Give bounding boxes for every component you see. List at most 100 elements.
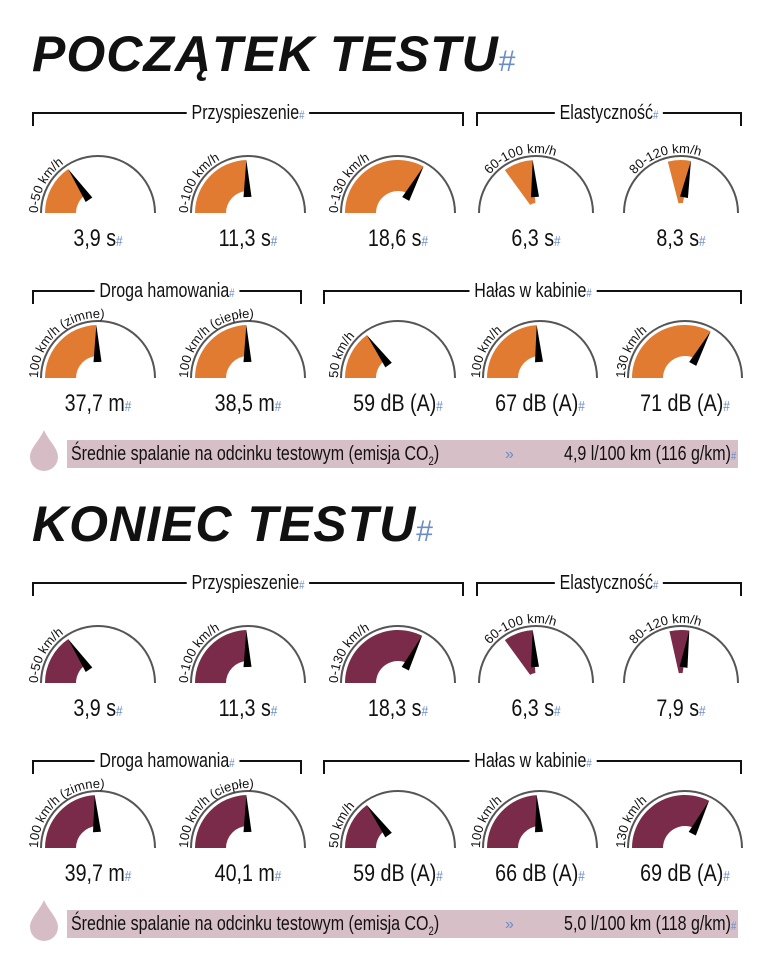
section-title: KONIEC TESTU: [32, 494, 434, 562]
gauge-value: 11,3 s: [187, 696, 310, 725]
fuel-label-text: Średnie spalanie na odcinku testowym (em…: [71, 913, 429, 935]
gauge: 0-130 km/h 18,6 s: [323, 138, 473, 252]
gauge-fill: [504, 160, 536, 205]
gauge-needle: [93, 795, 101, 833]
gauge-value: 18,3 s: [337, 696, 460, 725]
fuel-label-close: ): [433, 913, 440, 935]
gauge-arc: [190, 155, 306, 214]
fuel-label-subscript: 2: [428, 454, 434, 468]
gauge-dial: 100 km/h: [468, 320, 598, 379]
group-bracket-acceleration: Przyspieszenie: [32, 102, 464, 126]
gauge-arc: [478, 155, 594, 214]
gauge: 50 km/h 59 dB (A): [323, 303, 473, 417]
group-bracket-elasticity: Elastyczność: [476, 572, 742, 596]
gauge-value: 18,6 s: [337, 226, 460, 255]
gauge-dial: 0-130 km/h: [326, 620, 456, 684]
fuel-value: 5,0 l/100 km (118 g/km): [564, 911, 736, 939]
group-label: Elastyczność: [554, 102, 664, 126]
fuel-consumption: Średnie spalanie na odcinku testowym (em…: [24, 428, 744, 472]
gauge-value: 40,1 m: [187, 861, 310, 890]
gauge-value: 69 dB (A): [624, 861, 747, 890]
gauge: 100 km/h 67 dB (A): [465, 303, 615, 417]
gauge-fill: [195, 795, 248, 848]
test-section: POCZĄTEK TESTU Przyspieszenie Elastyczność…: [0, 0, 766, 480]
gauge-needle: [531, 160, 539, 198]
gauge-needle: [68, 169, 93, 203]
gauge-needle: [402, 166, 424, 201]
gauge: 0-100 km/h 11,3 s: [173, 138, 323, 252]
gauge: 100 km/h (zimne) 39,7 m: [23, 773, 173, 887]
gauge-needle: [688, 800, 710, 836]
gauge: 60-100 km/h 6,3 s: [461, 608, 611, 722]
gauge-value: 11,3 s: [187, 226, 310, 255]
gauge-arc: [482, 790, 598, 849]
tab-marker-icon: »: [505, 916, 514, 933]
gauge-fill: [345, 335, 386, 378]
gauge: 50 km/h 59 dB (A): [323, 773, 473, 887]
gauge-fill: [632, 325, 711, 378]
gauge-value: 8,3 s: [620, 226, 743, 255]
gauge: 0-130 km/h 18,3 s: [323, 608, 473, 722]
group-label: Elastyczność: [554, 572, 664, 596]
gauge: 0-50 km/h 3,9 s: [23, 138, 173, 252]
gauge-needle: [679, 630, 690, 668]
section-title: POCZĄTEK TESTU: [32, 24, 516, 92]
gauge-dial: 100 km/h (ciepłe): [176, 776, 306, 849]
gauge: 100 km/h (ciepłe) 40,1 m: [173, 773, 323, 887]
gauge-arc: [340, 320, 456, 379]
gauge-arc: [190, 625, 306, 684]
fuel-bar: Średnie spalanie na odcinku testowym (em…: [67, 440, 738, 468]
gauge-arc: [190, 320, 306, 379]
group-bracket-noise: Hałas w kabinie: [323, 280, 742, 304]
gauge-dial: 0-50 km/h: [26, 154, 156, 213]
gauge-fill: [345, 805, 386, 848]
drop-icon: [30, 430, 58, 471]
gauge-value: 3,9 s: [37, 696, 160, 725]
gauge: 100 km/h (zimne) 37,7 m: [23, 303, 173, 417]
group-label: Droga hamowania: [94, 750, 240, 774]
gauge: 130 km/h 69 dB (A): [610, 773, 760, 887]
gauge-needle: [243, 325, 252, 363]
gauge-arc: [627, 790, 743, 849]
gauge-fill: [669, 630, 690, 674]
gauge-arc: [340, 625, 456, 684]
gauge-needle: [68, 639, 93, 673]
gauge-arc: [482, 320, 598, 379]
gauge-dial: 60-100 km/h: [478, 611, 594, 684]
group-bracket-braking: Droga hamowania: [32, 280, 302, 304]
gauge: 100 km/h (ciepłe) 38,5 m: [173, 303, 323, 417]
gauge-value: 38,5 m: [187, 391, 310, 420]
group-bracket-braking: Droga hamowania: [32, 750, 302, 774]
gauge-value: 6,3 s: [475, 696, 598, 725]
gauge-needle: [401, 635, 423, 671]
drop-icon: [30, 900, 58, 941]
gauge-value: 39,7 m: [37, 861, 160, 890]
fuel-label-subscript: 2: [428, 924, 434, 938]
gauge-arc: [627, 320, 743, 379]
gauge-dial: 100 km/h (zimne): [26, 306, 156, 378]
gauge-arc: [190, 790, 306, 849]
group-bracket-elasticity: Elastyczność: [476, 102, 742, 126]
gauge-arc: [623, 155, 739, 214]
gauge-fill: [45, 325, 98, 378]
gauge-fill: [504, 630, 536, 675]
gauge: 0-50 km/h 3,9 s: [23, 608, 173, 722]
gauge: 80-120 km/h 8,3 s: [606, 138, 756, 252]
gauge-dial: 80-120 km/h: [623, 611, 739, 684]
gauge: 80-120 km/h 7,9 s: [606, 608, 756, 722]
fuel-label: Średnie spalanie na odcinku testowym (em…: [71, 441, 439, 474]
gauge-fill: [667, 160, 691, 204]
fuel-bar: Średnie spalanie na odcinku testowym (em…: [67, 910, 738, 938]
gauge-needle: [243, 795, 252, 833]
gauge: 130 km/h 71 dB (A): [610, 303, 760, 417]
gauge-needle: [689, 331, 711, 366]
gauge-fill: [487, 325, 539, 378]
gauge-arc: [340, 155, 456, 214]
gauge-value: 66 dB (A): [479, 861, 602, 890]
group-label: Hałas w kabinie: [468, 750, 597, 774]
gauge-dial: 0-50 km/h: [26, 624, 156, 683]
group-bracket-noise: Hałas w kabinie: [323, 750, 742, 774]
gauge-value: 71 dB (A): [624, 391, 747, 420]
fuel-label-close: ): [433, 443, 440, 465]
gauge-value: 7,9 s: [620, 696, 743, 725]
